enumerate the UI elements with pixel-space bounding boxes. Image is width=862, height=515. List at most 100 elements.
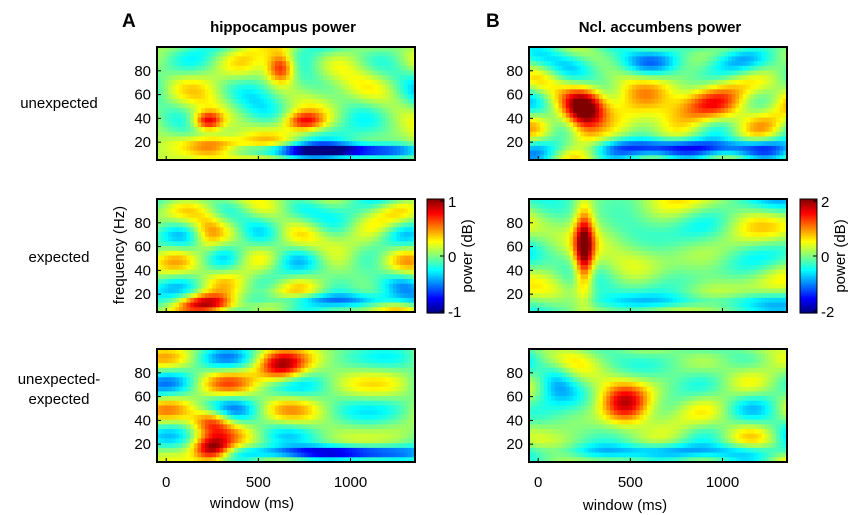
heatmap-cell <box>204 155 210 161</box>
heatmap-cell <box>245 203 250 210</box>
heatmap-cell <box>330 452 335 458</box>
heatmap-cell <box>282 274 287 280</box>
heatmap-cell <box>193 217 199 224</box>
heatmap-cell <box>271 89 276 95</box>
heatmap-cell <box>385 433 390 440</box>
heatmap-cell <box>286 222 291 228</box>
heatmap-cell <box>278 70 283 76</box>
heatmap-cell <box>260 227 265 233</box>
heatmap-cell <box>267 141 272 147</box>
heatmap-cell <box>230 377 235 383</box>
heatmap-cell <box>215 424 221 430</box>
heatmap-cell <box>234 65 239 72</box>
heatmap-cell <box>245 227 250 233</box>
heatmap-cell <box>271 274 276 280</box>
heatmap-cell <box>256 75 261 81</box>
heatmap-cell <box>322 372 328 378</box>
heatmap-cell <box>374 269 379 275</box>
heatmap-cell <box>274 155 280 161</box>
heatmap-cell <box>157 103 162 109</box>
heatmap-cell <box>274 414 280 421</box>
heatmap-cell <box>168 155 173 161</box>
heatmap-cell <box>252 396 258 402</box>
heatmap-cell <box>260 103 265 109</box>
heatmap-cell <box>186 250 191 257</box>
heatmap-cell <box>403 150 409 156</box>
heatmap-cell <box>193 367 199 374</box>
heatmap-cell <box>333 122 339 128</box>
heatmap-cell <box>193 145 199 152</box>
heatmap-cell <box>341 145 346 152</box>
heatmap-cell <box>403 264 409 271</box>
heatmap-cell <box>396 112 401 119</box>
heatmap-cell <box>389 279 394 285</box>
heatmap-cell <box>348 260 353 266</box>
heatmap-cell <box>238 447 243 454</box>
heatmap-cell <box>308 414 313 421</box>
heatmap-cell <box>278 396 283 402</box>
heatmap-cell <box>308 217 313 224</box>
heatmap-cell <box>201 269 206 275</box>
heatmap-cell <box>245 381 250 388</box>
heatmap-cell <box>263 61 269 67</box>
heatmap-cell <box>315 199 320 205</box>
heatmap-cell <box>311 405 317 411</box>
heatmap-cell <box>204 65 210 72</box>
heatmap-cell <box>341 217 346 224</box>
heatmap-cell <box>378 141 383 147</box>
heatmap-cell <box>396 269 401 275</box>
heatmap-cell <box>190 75 195 81</box>
heatmap-cell <box>330 264 335 271</box>
heatmap-cell <box>179 84 184 90</box>
heatmap-cell <box>164 84 169 90</box>
heatmap-cell <box>234 414 239 421</box>
heatmap-cell <box>267 457 272 463</box>
heatmap-cell <box>234 227 239 233</box>
heatmap-cell <box>389 283 394 290</box>
heatmap-cell <box>201 145 206 152</box>
heatmap-cell <box>378 457 383 463</box>
heatmap-cell <box>367 419 372 425</box>
heatmap-cell <box>289 349 294 355</box>
heatmap-cell <box>256 236 261 242</box>
heatmap-cell <box>396 150 401 156</box>
heatmap-cell <box>212 241 217 247</box>
heatmap-cell <box>407 94 412 100</box>
heatmap-cell <box>223 414 228 421</box>
heatmap-cell <box>271 255 276 261</box>
heatmap-cell <box>274 94 280 100</box>
heatmap-cell <box>356 127 361 133</box>
heatmap-cell <box>241 122 247 128</box>
heatmap-cell <box>157 438 162 444</box>
heatmap-cell <box>297 47 302 53</box>
heatmap-cell <box>204 353 210 360</box>
heatmap-cell <box>190 112 195 119</box>
heatmap-cell <box>389 396 394 402</box>
heatmap-cell <box>367 112 372 119</box>
heatmap-cell <box>308 391 313 397</box>
heatmap-cell <box>389 122 394 128</box>
heatmap-cell <box>344 231 350 238</box>
heatmap-cell <box>260 269 265 275</box>
heatmap-cell <box>400 405 405 411</box>
heatmap-cell <box>286 208 291 214</box>
heatmap-cell <box>271 447 276 454</box>
heatmap-cell <box>304 51 309 58</box>
heatmap-cell <box>315 260 320 266</box>
heatmap-cell <box>223 274 228 280</box>
heatmap-cell <box>212 381 217 388</box>
heatmap-cell <box>356 288 361 294</box>
heatmap-cell <box>245 241 250 247</box>
heatmap-cell <box>263 302 269 308</box>
heatmap-cell <box>227 255 232 261</box>
heatmap-cell <box>348 396 353 402</box>
heatmap-cell <box>341 269 346 275</box>
heatmap-cell <box>263 112 269 119</box>
heatmap-cell <box>215 56 221 62</box>
heatmap-cell <box>249 79 254 86</box>
heatmap-cell <box>348 297 353 304</box>
heatmap-cell <box>352 241 357 247</box>
heatmap-cell <box>234 457 239 463</box>
heatmap-cell <box>389 150 394 156</box>
heatmap-cell <box>370 400 376 407</box>
